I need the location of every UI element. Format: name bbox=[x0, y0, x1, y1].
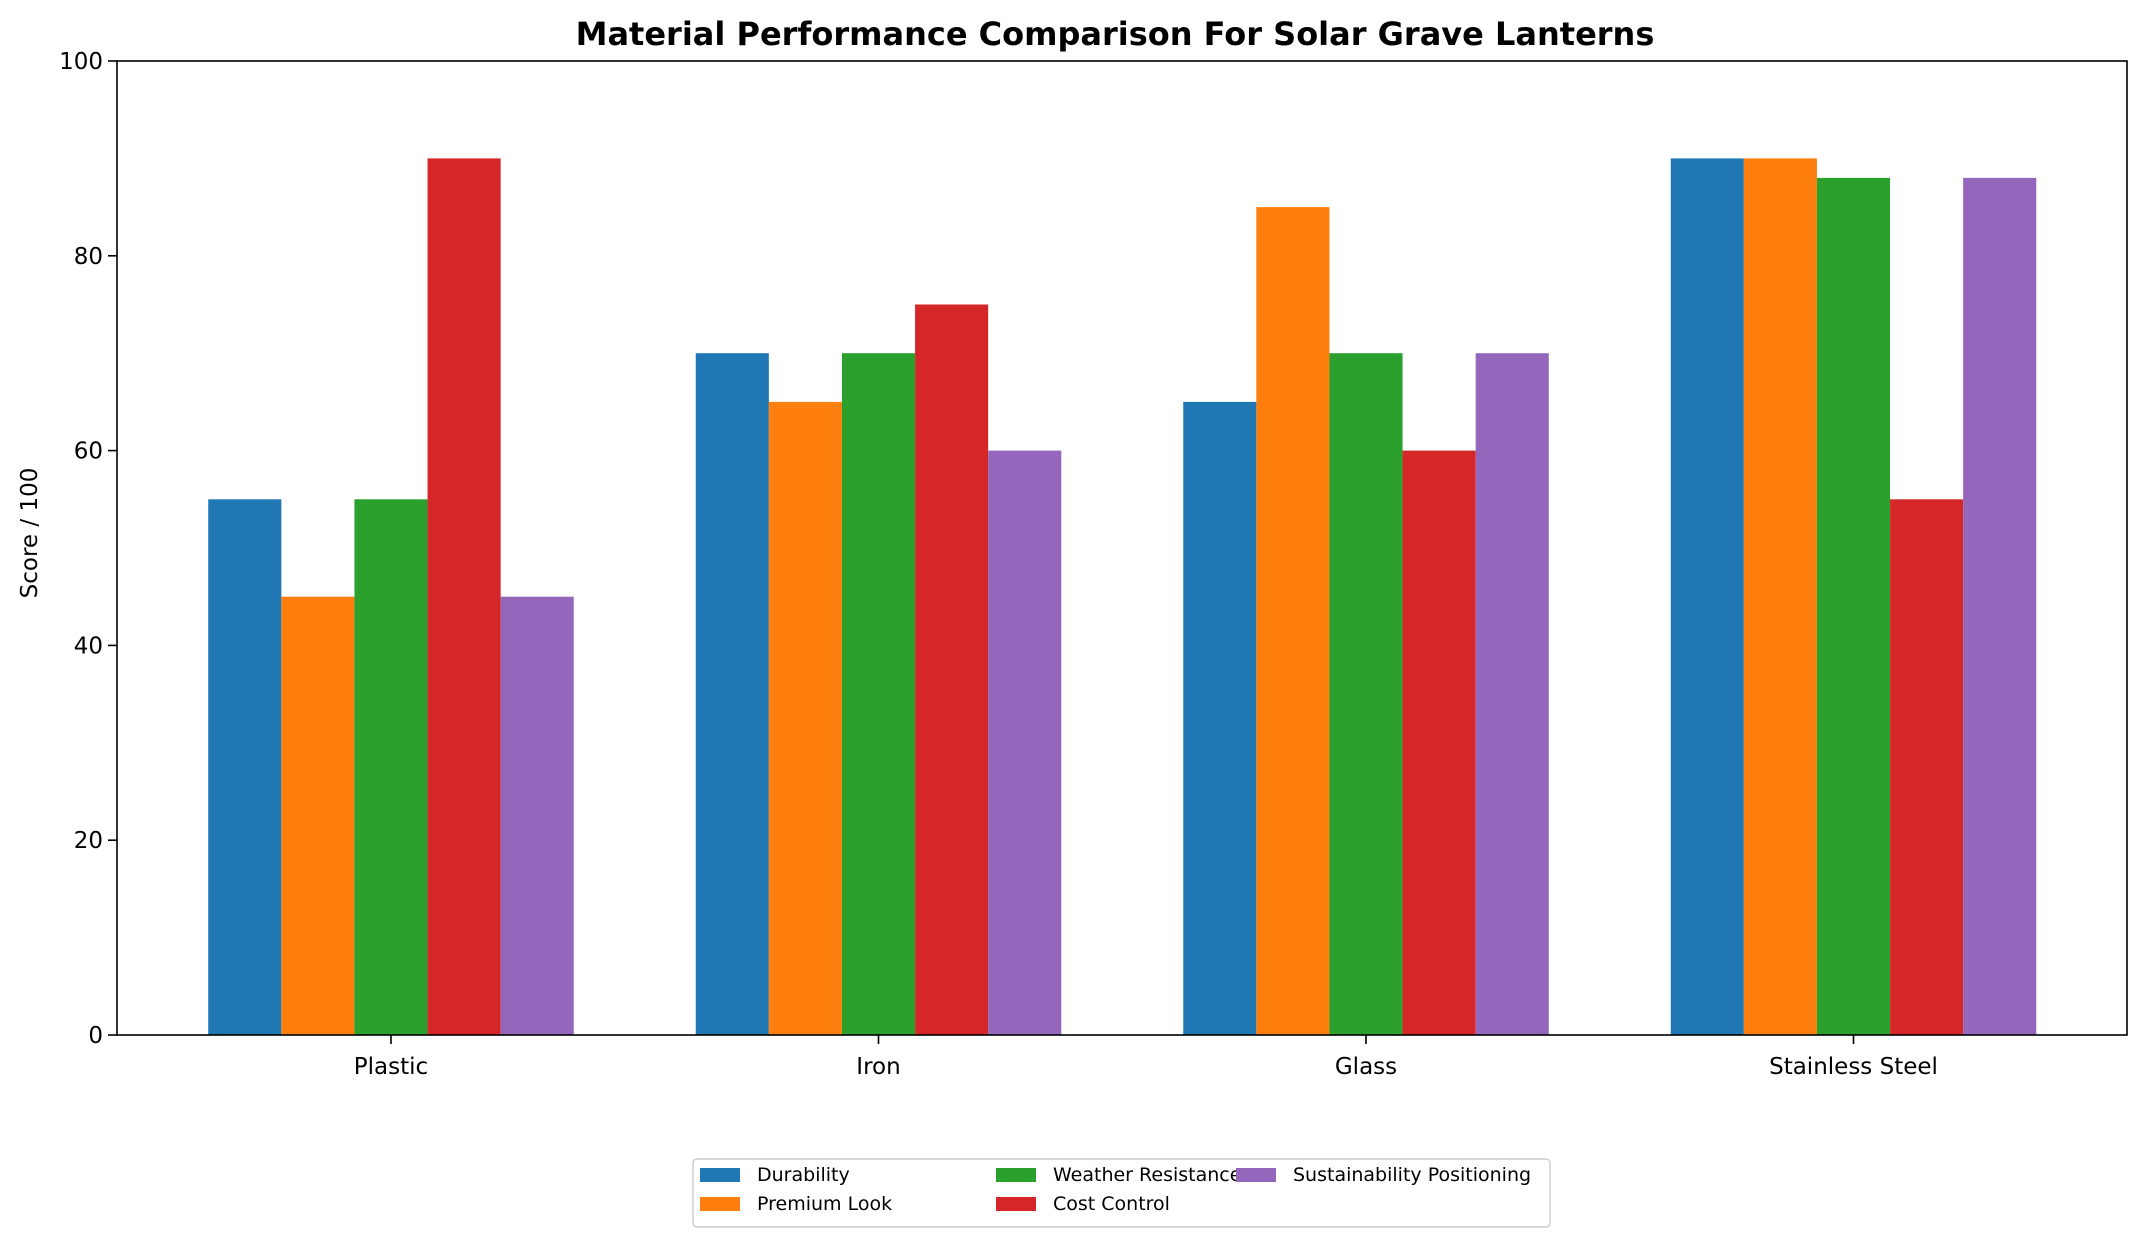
legend-swatch-premium-look bbox=[700, 1197, 740, 1211]
legend-swatch-sustainability-positioning bbox=[1236, 1168, 1276, 1182]
y-tick-label: 40 bbox=[74, 633, 103, 659]
bar-durability-stainless-steel bbox=[1670, 158, 1744, 1035]
bar-cost-control-iron bbox=[915, 304, 989, 1035]
x-tick-label: Plastic bbox=[354, 1054, 428, 1080]
legend-swatch-cost-control bbox=[996, 1197, 1036, 1211]
x-tick-label: Glass bbox=[1335, 1054, 1397, 1080]
legend-label: Cost Control bbox=[1053, 1193, 1170, 1215]
x-tick-label: Iron bbox=[856, 1054, 900, 1080]
bar-sustainability-positioning-iron bbox=[988, 450, 1062, 1036]
bar-durability-plastic bbox=[208, 499, 282, 1035]
y-tick-label: 60 bbox=[74, 439, 103, 465]
bar-premium-look-plastic bbox=[281, 596, 355, 1035]
legend-swatch-weather-resistance bbox=[996, 1168, 1036, 1182]
bar-premium-look-stainless-steel bbox=[1743, 158, 1817, 1035]
legend-box bbox=[692, 1158, 1551, 1228]
y-tick-label: 100 bbox=[59, 49, 103, 75]
y-tick-label: 20 bbox=[74, 828, 103, 854]
legend-label: Premium Look bbox=[757, 1193, 892, 1215]
bar-cost-control-stainless-steel bbox=[1890, 499, 1964, 1035]
y-tick-label: 80 bbox=[74, 244, 103, 270]
bars-layer bbox=[208, 158, 2037, 1036]
bar-sustainability-positioning-stainless-steel bbox=[1963, 177, 2037, 1035]
bar-sustainability-positioning-plastic bbox=[500, 596, 574, 1035]
legend-label: Sustainability Positioning bbox=[1293, 1164, 1531, 1186]
plot-frame bbox=[116, 60, 2128, 1036]
bar-weather-resistance-stainless-steel bbox=[1816, 177, 1891, 1035]
y-axis-label: Score / 100 bbox=[17, 468, 43, 599]
bar-durability-glass bbox=[1183, 401, 1257, 1035]
legend-label: Durability bbox=[757, 1164, 850, 1186]
bar-durability-iron bbox=[695, 353, 769, 1035]
bar-sustainability-positioning-glass bbox=[1475, 353, 1549, 1035]
legend: Durability Premium Look Weather Resistance… bbox=[692, 1158, 1551, 1228]
y-tick-label: 0 bbox=[88, 1023, 103, 1049]
bar-premium-look-glass bbox=[1256, 207, 1330, 1036]
bar-weather-resistance-plastic bbox=[354, 499, 428, 1035]
axes-layer: 0 20 40 60 80 100 Plastic Iron Glass Stainless St… bbox=[59, 49, 2128, 1080]
bar-premium-look-iron bbox=[768, 401, 842, 1035]
legend-swatch-durability bbox=[700, 1168, 740, 1182]
bar-cost-control-glass bbox=[1402, 450, 1476, 1036]
legend-label: Weather Resistance bbox=[1053, 1164, 1241, 1186]
bar-weather-resistance-glass bbox=[1329, 353, 1403, 1035]
bar-weather-resistance-iron bbox=[841, 353, 916, 1035]
chart-title: Material Performance Comparison For Sola… bbox=[576, 15, 1655, 53]
bar-cost-control-plastic bbox=[427, 158, 501, 1035]
x-tick-label: Stainless Steel bbox=[1769, 1054, 1938, 1080]
